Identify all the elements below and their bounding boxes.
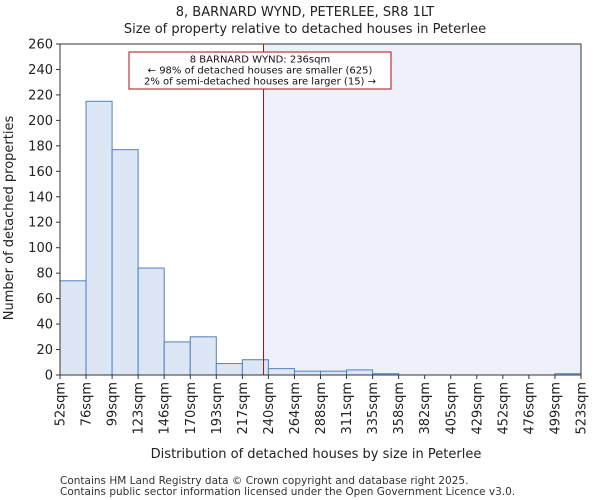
plot-area: 0 20 40 60 80 100 120 140 160 180 200 220 240 260 52sq… <box>28 38 589 435</box>
bar <box>163 341 191 376</box>
x-tick-label: 452sqm <box>496 382 511 435</box>
annotation-line-3: 2% of semi-detached houses are larger (1… <box>144 77 376 88</box>
bar <box>189 336 217 376</box>
y-tick-label: 20 <box>36 343 53 358</box>
x-tick-label: 476sqm <box>522 382 537 435</box>
x-tick-label: 76sqm <box>80 382 95 426</box>
bar <box>267 368 295 376</box>
y-tick-label: 0 <box>45 369 53 384</box>
y-tick-label: 100 <box>28 241 53 256</box>
x-axis-label: Distribution of detached houses by size … <box>151 447 482 462</box>
x-tick-label: 429sqm <box>470 382 485 435</box>
x-tick-label: 217sqm <box>236 382 251 435</box>
y-tick-label: 120 <box>28 216 53 231</box>
y-tick-label: 40 <box>36 318 53 333</box>
annotation-line-2: ← 98% of detached houses are smaller (62… <box>148 66 373 77</box>
shaded-larger-region <box>263 44 581 375</box>
x-tick-label: 123sqm <box>132 382 147 435</box>
x-tick-label: 193sqm <box>210 382 225 435</box>
bar <box>293 370 322 376</box>
x-tick-label: 264sqm <box>288 382 303 435</box>
y-tick-label: 220 <box>28 88 53 103</box>
y-tick-label: 240 <box>28 63 53 78</box>
x-tick-label: 523sqm <box>575 382 590 435</box>
y-tick-label: 60 <box>36 292 53 307</box>
x-tick-label: 311sqm <box>340 382 355 435</box>
x-tick-label: 499sqm <box>548 382 563 435</box>
x-tick-label: 335sqm <box>366 382 381 435</box>
x-tick-label: 240sqm <box>262 382 277 435</box>
footer-line-1: Contains HM Land Registry data © Crown c… <box>60 475 468 487</box>
footer-line-2: Contains public sector information licen… <box>60 486 515 498</box>
bar <box>137 267 165 376</box>
x-tick-label: 52sqm <box>54 382 69 426</box>
x-tick-label: 405sqm <box>444 382 459 435</box>
y-tick-label: 260 <box>28 38 53 53</box>
x-tick-label: 170sqm <box>184 382 199 435</box>
y-tick-label: 80 <box>36 267 53 282</box>
bar <box>59 280 87 376</box>
bar <box>346 369 374 376</box>
annotation-line-1: 8 BARNARD WYND: 236sqm <box>190 55 330 66</box>
bar <box>111 149 139 376</box>
x-tick-label: 358sqm <box>392 382 407 435</box>
bar <box>85 100 113 376</box>
x-tick-label: 288sqm <box>314 382 329 435</box>
bar <box>215 363 243 376</box>
chart-subtitle: Size of property relative to detached ho… <box>124 22 486 37</box>
y-tick-label: 160 <box>28 165 53 180</box>
y-tick-label: 140 <box>28 190 53 205</box>
bar <box>320 370 348 376</box>
chart-title: 8, BARNARD WYND, PETERLEE, SR8 1LT <box>176 5 435 20</box>
x-tick-label: 146sqm <box>158 382 173 435</box>
x-tick-label: 99sqm <box>106 382 121 426</box>
bar <box>241 359 269 376</box>
y-tick-label: 180 <box>28 139 53 154</box>
x-tick-label: 382sqm <box>418 382 433 435</box>
y-axis-label: Number of detached properties <box>2 116 17 321</box>
annotation-box <box>128 51 392 90</box>
y-tick-label: 200 <box>28 114 53 129</box>
